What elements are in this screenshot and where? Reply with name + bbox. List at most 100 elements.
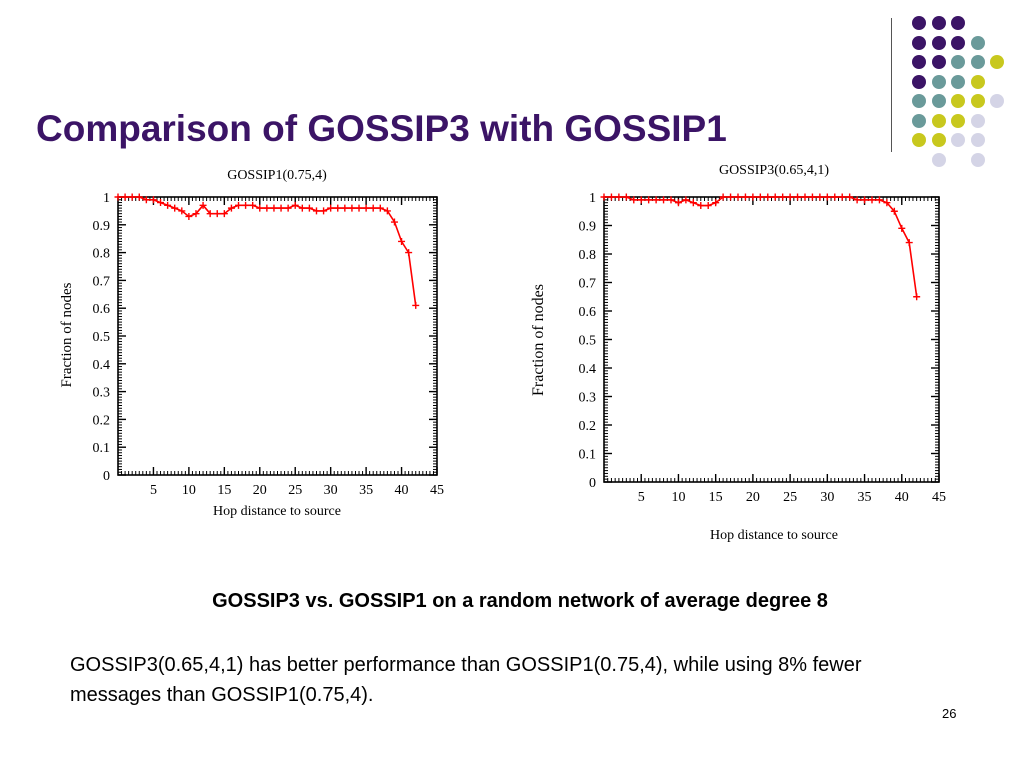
- data-point: [412, 301, 420, 309]
- series-line: [604, 196, 918, 297]
- data-point: [637, 196, 645, 204]
- data-point: [291, 201, 299, 209]
- x-tick-label: 25: [783, 490, 797, 505]
- x-tick-label: 30: [324, 483, 338, 498]
- y-tick-label: 0: [103, 469, 110, 484]
- data-point: [615, 193, 623, 201]
- plot-frame: [117, 196, 438, 476]
- decorative-dot: [970, 94, 985, 108]
- data-point: [890, 207, 898, 215]
- chart-gossip3-svg: GOSSIP3(0.65,4,1) Fraction of nodes Hop …: [530, 163, 947, 543]
- decorative-dot: [990, 94, 1004, 108]
- decorative-dot: [931, 133, 946, 147]
- data-point: [719, 193, 727, 201]
- decorative-dot: [912, 74, 926, 89]
- data-point: [697, 202, 705, 210]
- data-point: [185, 212, 193, 220]
- data-point: [249, 201, 257, 209]
- data-point: [114, 193, 122, 201]
- data-point: [831, 193, 839, 201]
- y-axis-label: Fraction of nodes: [530, 284, 547, 396]
- data-point: [376, 204, 384, 212]
- data-point: [327, 204, 335, 212]
- decorative-dot: [951, 113, 965, 128]
- data-point: [630, 196, 638, 204]
- data-point: [749, 193, 757, 201]
- title-divider: [891, 18, 892, 152]
- decorative-dot: [970, 113, 985, 128]
- data-point: [355, 204, 363, 212]
- data-point: [312, 207, 320, 215]
- decorative-dot: [912, 133, 926, 147]
- data-point: [667, 196, 675, 204]
- data-point: [853, 196, 861, 204]
- x-tick-label: 40: [895, 490, 909, 505]
- data-point: [135, 193, 143, 201]
- data-point: [622, 193, 630, 201]
- slide-title: Comparison of GOSSIP3 with GOSSIP1: [36, 108, 727, 149]
- plot-area: 5 10 15 20 25 30 35 40 45 0 0.1 0.2 0.3 0.4 0.5 0.6 0.7 0…: [93, 191, 445, 498]
- x-axis-label: Hop distance to source: [213, 504, 341, 519]
- decorative-dot: [951, 74, 965, 89]
- data-point: [192, 210, 200, 218]
- y-tick-label: 0.8: [93, 247, 111, 262]
- decorative-dot: [951, 94, 965, 108]
- data-point: [128, 193, 136, 201]
- data-point: [263, 204, 271, 212]
- data-point: [164, 201, 172, 209]
- data-point: [756, 193, 764, 201]
- y-tick-label: 0.2: [579, 419, 597, 434]
- data-point: [171, 204, 179, 212]
- decorative-dot: [931, 16, 946, 30]
- figure-caption: GOSSIP3 vs. GOSSIP1 on a random network …: [212, 590, 828, 612]
- decorative-dot: [990, 55, 1004, 69]
- data-point: [121, 193, 129, 201]
- data-point: [816, 193, 824, 201]
- plot-area: 5 10 15 20 25 30 35 40 45 0 0.1 0.2 0.3 0.4 0.5 0.6 0.7 0…: [579, 191, 947, 505]
- decorative-dot: [931, 94, 946, 108]
- data-point: [320, 207, 328, 215]
- data-point: [242, 201, 250, 209]
- data-point: [369, 204, 377, 212]
- y-tick-label: 0.8: [579, 248, 597, 263]
- data-point: [674, 199, 682, 207]
- y-tick-label: 0.7: [93, 274, 111, 289]
- data-point: [875, 196, 883, 204]
- series-line: [118, 196, 417, 306]
- y-tick-label: 0.4: [579, 362, 597, 377]
- x-tick-label: 15: [709, 490, 723, 505]
- data-point: [157, 199, 165, 207]
- data-point: [868, 196, 876, 204]
- y-tick-label: 0.1: [93, 441, 111, 456]
- data-point: [801, 193, 809, 201]
- x-tick-label: 25: [288, 483, 302, 498]
- data-point: [142, 196, 150, 204]
- data-point: [600, 193, 608, 201]
- decorative-dot: [912, 35, 926, 50]
- x-tick-label: 35: [858, 490, 872, 505]
- chart-gossip1: GOSSIP1(0.75,4) Fraction of nodes Hop di…: [48, 160, 458, 530]
- data-point: [227, 204, 235, 212]
- decorative-dot: [951, 16, 965, 30]
- y-tick-label: 0.5: [93, 330, 111, 345]
- x-tick-label: 10: [671, 490, 685, 505]
- y-tick-label: 0.2: [93, 413, 111, 428]
- decorative-dot: [970, 152, 985, 167]
- decorative-dot: [951, 55, 965, 69]
- data-point: [712, 199, 720, 207]
- data-point: [383, 207, 391, 215]
- data-point: [199, 201, 207, 209]
- x-tick-label: 5: [150, 483, 157, 498]
- x-tick-label: 20: [253, 483, 267, 498]
- x-tick-label: 30: [820, 490, 834, 505]
- data-point: [270, 204, 278, 212]
- x-tick-label: 45: [430, 483, 444, 498]
- y-tick-label: 0.3: [93, 386, 111, 401]
- y-tick-label: 1: [103, 191, 110, 206]
- data-point: [682, 196, 690, 204]
- chart-title: GOSSIP3(0.65,4,1): [719, 163, 829, 178]
- plot-frame: [603, 196, 940, 483]
- data-point: [727, 193, 735, 201]
- data-point: [786, 193, 794, 201]
- data-point: [846, 193, 854, 201]
